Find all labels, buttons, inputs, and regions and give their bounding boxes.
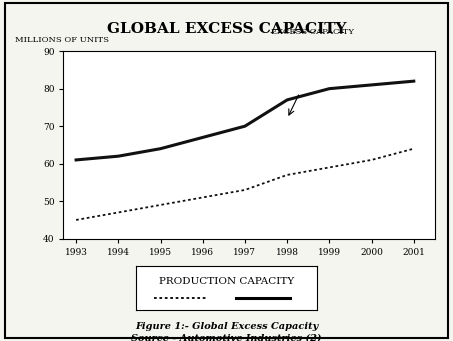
Text: GLOBAL EXCESS CAPACITY: GLOBAL EXCESS CAPACITY xyxy=(107,22,346,36)
Text: Source - Automotive Industries (2): Source - Automotive Industries (2) xyxy=(131,333,322,341)
Text: PRODUCTION CAPACITY: PRODUCTION CAPACITY xyxy=(159,277,294,286)
Text: EXCESS CAPACITY: EXCESS CAPACITY xyxy=(271,28,354,36)
Text: MILLIONS OF UNITS: MILLIONS OF UNITS xyxy=(15,36,109,44)
Text: YEAR: YEAR xyxy=(231,269,267,282)
Ellipse shape xyxy=(256,18,368,46)
Text: Figure 1:- Global Excess Capacity: Figure 1:- Global Excess Capacity xyxy=(135,322,318,331)
